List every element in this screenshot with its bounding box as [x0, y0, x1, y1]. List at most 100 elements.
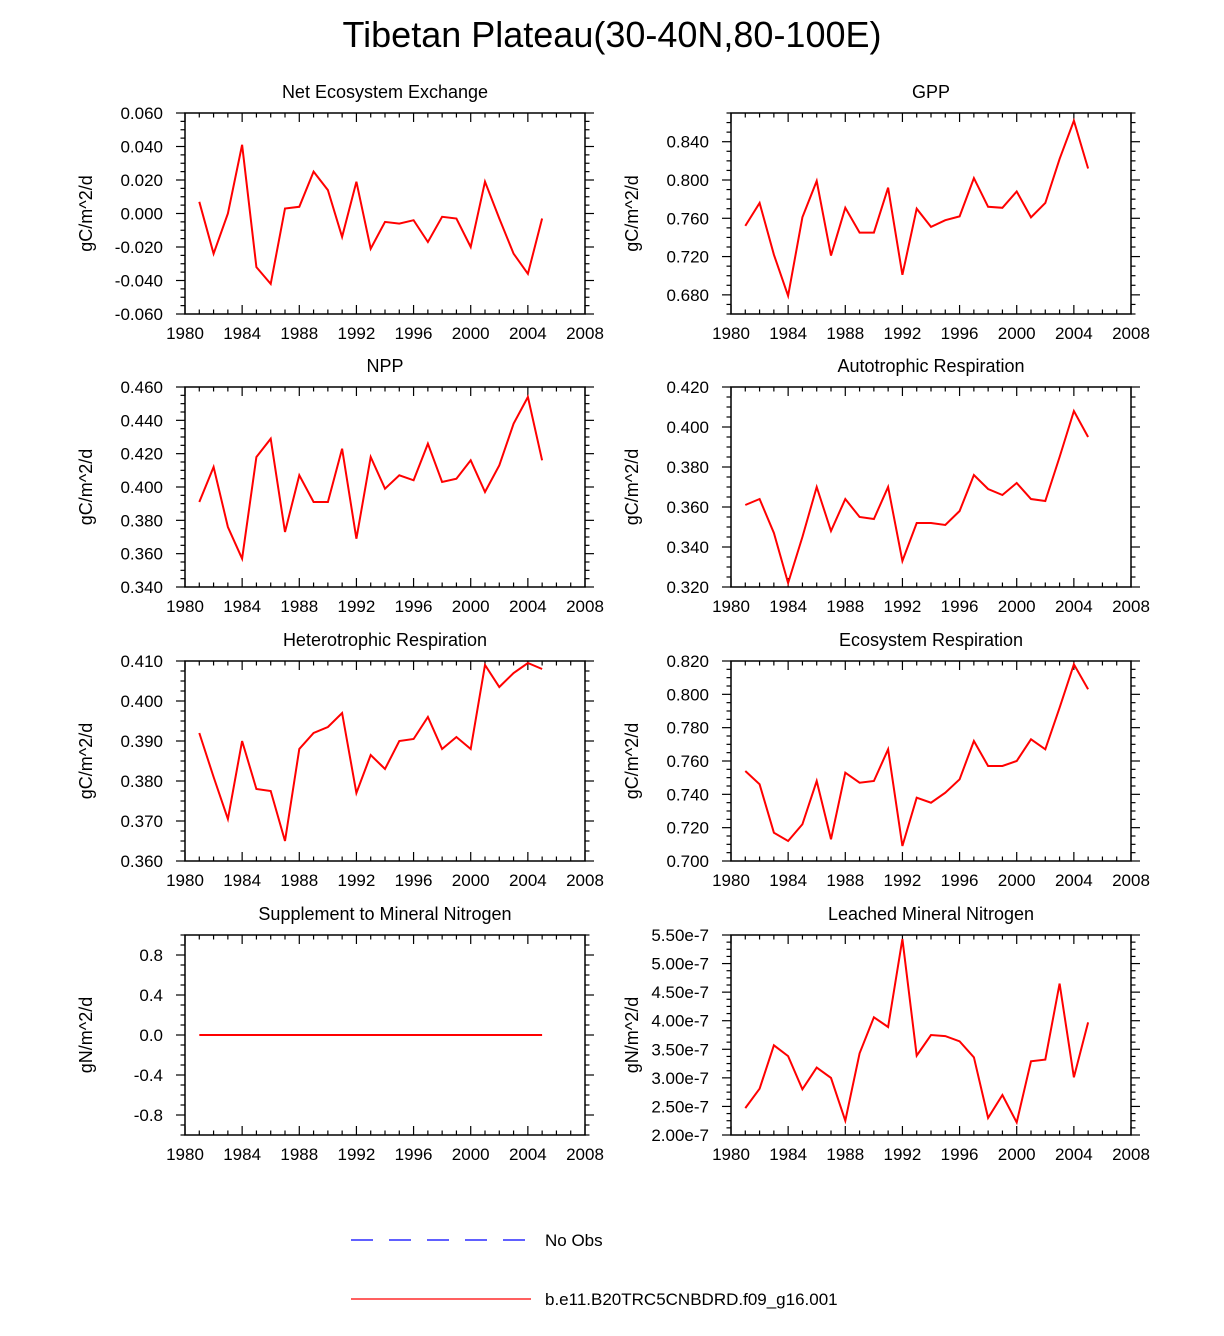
x-tick-label: 2008 — [566, 871, 604, 890]
x-tick-label: 1992 — [884, 871, 922, 890]
y-tick-label: 3.00e-7 — [651, 1069, 709, 1088]
x-tick-label: 1984 — [223, 1145, 261, 1164]
plot-frame — [184, 660, 586, 862]
y-tick-label: 0.380 — [120, 772, 163, 791]
y-tick-label: 0.440 — [120, 411, 163, 430]
chart-panel-8: Leached Mineral Nitrogen gN/m^2/d 1980 1984… — [622, 904, 1150, 1164]
x-tick-label: 1984 — [223, 324, 261, 343]
x-tick-label: 2000 — [452, 871, 490, 890]
chart-panel-5: Heterotrophic Respiration gC/m^2/d 1980 198… — [76, 630, 604, 890]
y-tick-label: 0.8 — [139, 946, 163, 965]
legend-label: b.e11.B20TRC5CNBDRD.f09_g16.001 — [545, 1290, 838, 1309]
x-tick-label: 1988 — [280, 597, 318, 616]
x-tick-label: 1996 — [941, 871, 979, 890]
y-axis-label: gC/m^2/d — [622, 449, 642, 525]
x-tick-label: 1980 — [166, 324, 204, 343]
y-tick-label: 0.700 — [666, 852, 709, 871]
chart-title: Supplement to Mineral Nitrogen — [258, 904, 511, 924]
y-tick-label: 0.420 — [666, 378, 709, 397]
y-tick-label: 0.400 — [120, 692, 163, 711]
y-tick-label: 2.50e-7 — [651, 1097, 709, 1116]
x-tick-label: 2008 — [566, 1145, 604, 1164]
x-tick-label: 1996 — [395, 871, 433, 890]
x-tick-label: 2004 — [509, 597, 547, 616]
x-tick-label: 1996 — [395, 597, 433, 616]
x-tick-label: 1992 — [338, 597, 376, 616]
chart-panel-6: Ecosystem Respiration gC/m^2/d 1980 1984 198… — [622, 630, 1150, 890]
x-tick-label: 2008 — [1112, 597, 1150, 616]
y-tick-label: 0.380 — [120, 511, 163, 530]
y-tick-label: 0.720 — [666, 819, 709, 838]
x-tick-label: 1980 — [712, 324, 750, 343]
y-tick-label: 0.760 — [666, 752, 709, 771]
y-tick-label: 0.760 — [666, 209, 709, 228]
x-tick-label: 1992 — [884, 1145, 922, 1164]
y-tick-label: 0.020 — [120, 171, 163, 190]
series-line-model — [198, 144, 544, 287]
x-tick-label: 1980 — [166, 597, 204, 616]
series-line-model — [744, 938, 1090, 1126]
y-axis-label: gN/m^2/d — [622, 997, 642, 1073]
y-tick-label: 4.00e-7 — [651, 1012, 709, 1031]
chart-title: Autotrophic Respiration — [837, 356, 1024, 376]
x-tick-label: 1988 — [826, 597, 864, 616]
y-tick-label: 2.00e-7 — [651, 1126, 709, 1145]
plot-frame — [184, 112, 586, 315]
y-tick-label: 0.040 — [120, 138, 163, 157]
chart-title: GPP — [912, 82, 950, 102]
chart-title: Net Ecosystem Exchange — [282, 82, 488, 102]
y-tick-label: 0.340 — [666, 538, 709, 557]
x-tick-label: 2000 — [452, 1145, 490, 1164]
y-tick-label: 0.720 — [666, 248, 709, 267]
chart-panel-7: Supplement to Mineral Nitrogen gN/m^2/d 19… — [76, 904, 604, 1164]
x-tick-label: 2000 — [998, 871, 1036, 890]
x-tick-label: 2008 — [1112, 324, 1150, 343]
x-tick-label: 2004 — [509, 324, 547, 343]
x-tick-label: 1980 — [712, 1145, 750, 1164]
y-tick-label: 0.360 — [120, 545, 163, 564]
y-tick-label: 0.740 — [666, 785, 709, 804]
x-tick-label: 2004 — [1055, 324, 1093, 343]
x-tick-label: 1988 — [280, 1145, 318, 1164]
x-tick-label: 1992 — [338, 1145, 376, 1164]
x-tick-label: 1980 — [166, 871, 204, 890]
series-line-model — [198, 661, 543, 842]
chart-panel-1: Net Ecosystem Exchange gC/m^2/d 1980 1984 19… — [76, 82, 604, 343]
y-tick-label: -0.060 — [115, 305, 163, 324]
y-tick-label: 0.360 — [666, 498, 709, 517]
x-tick-label: 1980 — [712, 597, 750, 616]
y-axis-label: gC/m^2/d — [622, 175, 642, 251]
page-title: Tibetan Plateau(30-40N,80-100E) — [342, 14, 882, 55]
chart-panel-4: Autotrophic Respiration gC/m^2/d 1980 1984 1… — [622, 356, 1150, 616]
legend: No Obs b.e11.B20TRC5CNBDRD.f09_g16.001 — [351, 1231, 838, 1309]
chart-panel-2: GPP gC/m^2/d 1980 1984 1988 1992 1996 2000 2004 2… — [622, 82, 1150, 343]
y-tick-label: 0.460 — [120, 378, 163, 397]
x-tick-label: 1984 — [223, 597, 261, 616]
y-axis-label: gC/m^2/d — [622, 723, 642, 799]
x-tick-label: 1988 — [280, 871, 318, 890]
y-tick-label: 0.340 — [120, 578, 163, 597]
x-tick-label: 1996 — [941, 324, 979, 343]
y-tick-label: 0.410 — [120, 652, 163, 671]
x-tick-label: 2004 — [1055, 1145, 1093, 1164]
x-tick-label: 1992 — [338, 871, 376, 890]
y-tick-label: 0.4 — [139, 986, 163, 1005]
x-tick-label: 1996 — [941, 597, 979, 616]
y-tick-label: 0.800 — [666, 171, 709, 190]
x-tick-label: 1988 — [826, 871, 864, 890]
x-tick-label: 1988 — [826, 324, 864, 343]
x-tick-label: 2000 — [998, 597, 1036, 616]
y-tick-label: 0.400 — [120, 478, 163, 497]
y-tick-label: 5.00e-7 — [651, 955, 709, 974]
x-tick-label: 1980 — [166, 1145, 204, 1164]
x-tick-label: 2008 — [1112, 1145, 1150, 1164]
x-tick-label: 1988 — [826, 1145, 864, 1164]
x-tick-label: 2004 — [1055, 597, 1093, 616]
y-axis-label: gC/m^2/d — [76, 175, 96, 251]
x-tick-label: 1992 — [884, 597, 922, 616]
x-tick-label: 2004 — [509, 871, 547, 890]
y-tick-label: 0.060 — [120, 104, 163, 123]
y-tick-label: 0.320 — [666, 578, 709, 597]
y-axis-label: gN/m^2/d — [76, 997, 96, 1073]
